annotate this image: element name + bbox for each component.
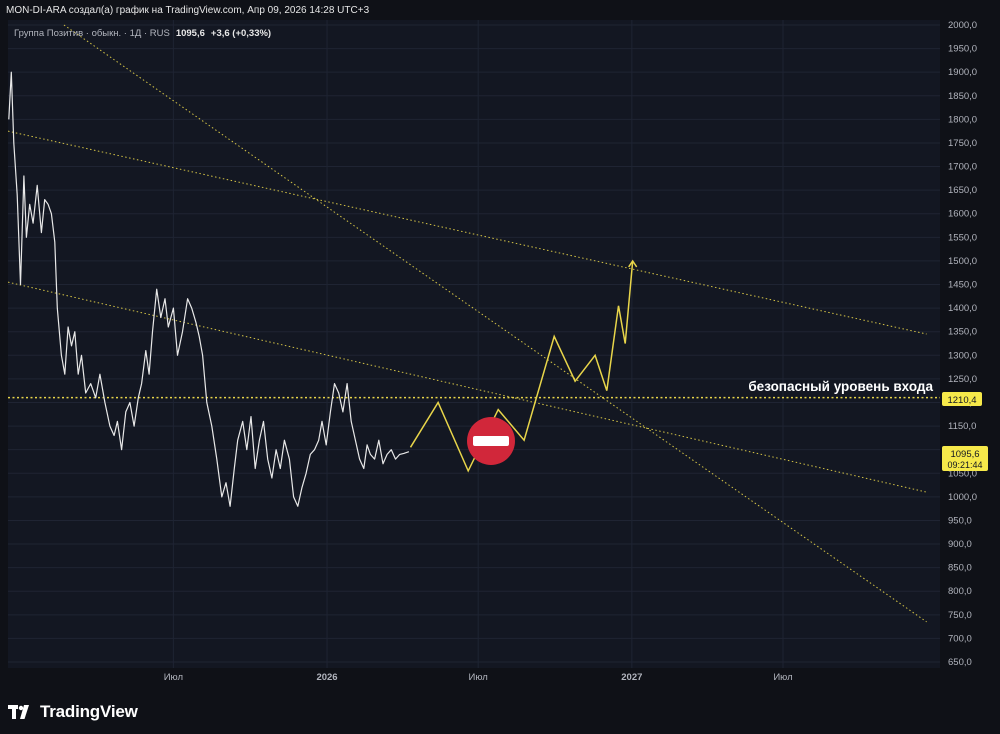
no-entry-sign-icon [467, 417, 515, 465]
y-tick-label: 1050,0 [948, 468, 977, 479]
current-price-badge-value: 1095,6 [950, 449, 979, 460]
y-tick-label: 750,0 [948, 610, 972, 621]
projection-line[interactable] [409, 260, 634, 473]
y-tick-label: 1650,0 [948, 185, 977, 196]
x-axis[interactable]: Июл 2026 Июл 2027 Июл [164, 672, 793, 683]
x-tick-label: Июл [773, 672, 792, 683]
price-series [8, 71, 410, 507]
y-tick-label: 850,0 [948, 563, 972, 574]
y-tick-label: 1750,0 [948, 138, 977, 149]
current-price-badge-timer: 09:21:44 [947, 460, 982, 470]
y-tick-label: 1700,0 [948, 162, 977, 173]
grid [8, 20, 940, 668]
legend: Группа Позитив · обыкн. · 1Д · RUS 1095,… [14, 28, 271, 39]
projection-series[interactable] [409, 259, 638, 473]
legend-change: +3,6 (+0,33%) [211, 28, 271, 39]
price-line [8, 71, 410, 507]
entry-level-label: безопасный уровень входа [748, 379, 933, 394]
x-tick-label: 2026 [316, 672, 337, 683]
y-tick-label: 950,0 [948, 515, 972, 526]
y-tick-label: 1900,0 [948, 67, 977, 78]
logo-text: TradingView [40, 702, 138, 721]
legend-symbol: Группа Позитив · обыкн. · 1Д · RUS [14, 28, 170, 39]
y-tick-label: 1400,0 [948, 303, 977, 314]
y-tick-label: 800,0 [948, 586, 972, 597]
entry-level-badge [942, 392, 982, 406]
y-tick-label: 1550,0 [948, 232, 977, 243]
y-tick-label: 650,0 [948, 657, 972, 668]
footer [0, 688, 1000, 734]
current-price-badge [942, 446, 988, 471]
price-badges: 1210,4 1095,6 09:21:44 [942, 392, 988, 471]
y-tick-label: 1850,0 [948, 91, 977, 102]
snapshot-title: MON-DI-ARA создал(а) график на TradingVi… [6, 5, 370, 16]
top-bar: MON-DI-ARA создал(а) график на TradingVi… [0, 0, 1000, 20]
tradingview-logo[interactable]: TradingView [8, 702, 138, 722]
icons [467, 417, 515, 465]
y-tick-label: 1500,0 [948, 256, 977, 267]
y-tick-label: 700,0 [948, 633, 972, 644]
y-tick-label: 1250,0 [948, 374, 977, 385]
projection-arrowhead [628, 259, 638, 268]
y-axis[interactable]: 2000,0 1950,0 1900,0 1850,0 1800,0 1750,0 1700… [940, 20, 1000, 688]
plot-background [8, 20, 940, 668]
no-entry-bar [473, 436, 509, 446]
y-tick-label: 900,0 [948, 539, 972, 550]
entry-level-badge-text: 1210,4 [947, 395, 976, 406]
tradingview-logo-icon [8, 705, 29, 719]
trend-line[interactable] [63, 24, 927, 623]
y-tick-label: 1350,0 [948, 327, 977, 338]
y-tick-label: 1800,0 [948, 114, 977, 125]
y-tick-label: 1450,0 [948, 280, 977, 291]
trend-line[interactable] [8, 130, 927, 335]
y-axis-background [940, 20, 1000, 688]
y-tick-label: 1000,0 [948, 492, 977, 503]
y-tick-label: 1950,0 [948, 44, 977, 55]
y-tick-label: 1150,0 [948, 421, 976, 432]
annotations: безопасный уровень входа [748, 379, 933, 394]
x-tick-label: 2027 [621, 672, 642, 683]
y-tick-label: 2000,0 [948, 20, 977, 31]
x-tick-label: Июл [469, 672, 488, 683]
legend-price: 1095,6 [176, 28, 205, 39]
x-tick-label: Июл [164, 672, 183, 683]
y-tick-label: 1300,0 [948, 350, 977, 361]
y-tick-label: 1600,0 [948, 209, 977, 220]
